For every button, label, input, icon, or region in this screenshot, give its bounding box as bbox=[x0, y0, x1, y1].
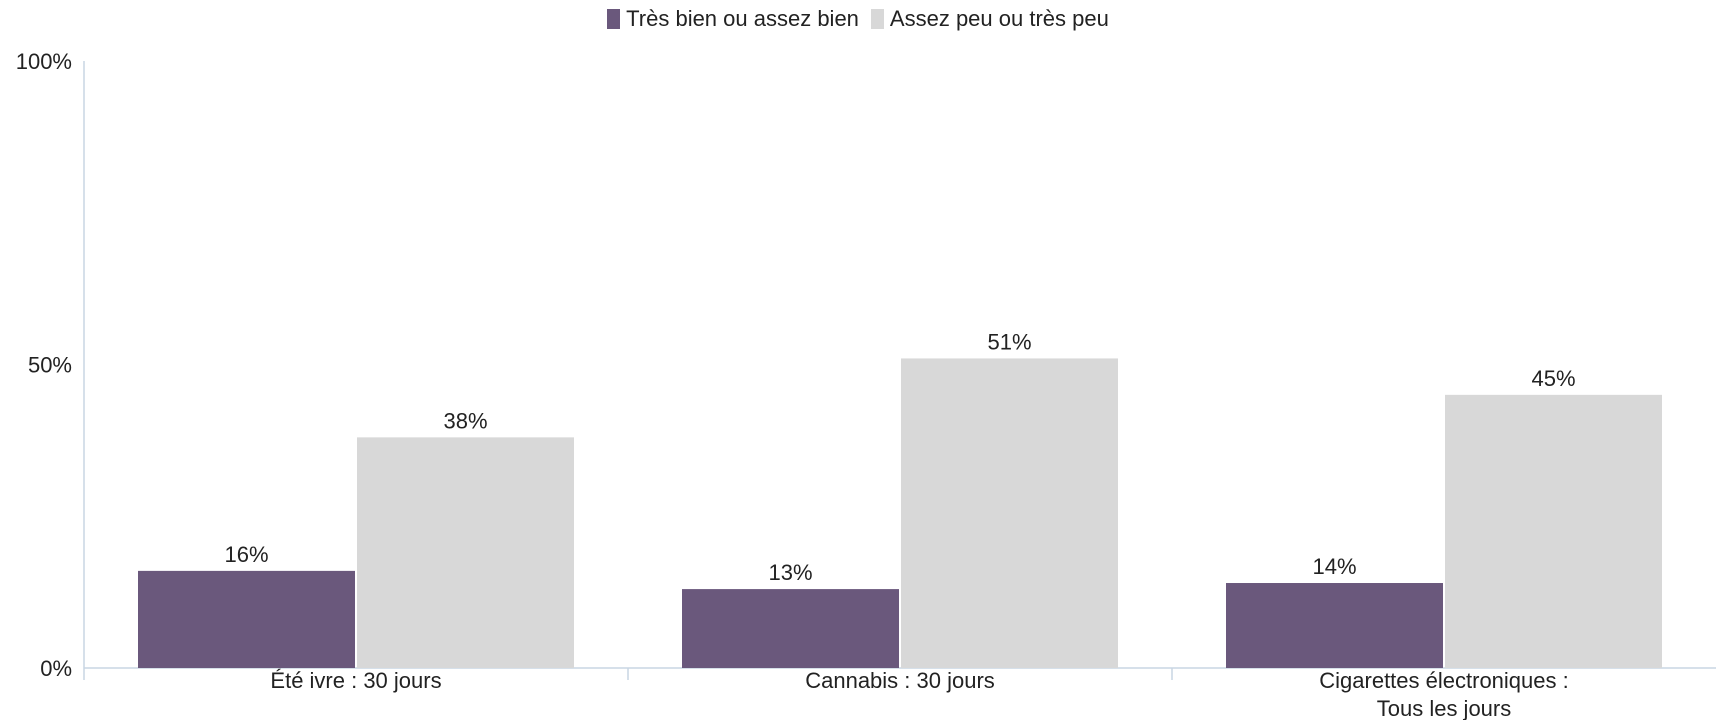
bar-series-1 bbox=[1226, 583, 1443, 668]
data-label: 13% bbox=[768, 560, 812, 585]
legend-label-series-1: Très bien ou assez bien bbox=[626, 6, 859, 31]
legend-item-series-1[interactable]: Très bien ou assez bien bbox=[607, 6, 859, 32]
data-label: 38% bbox=[443, 408, 487, 433]
data-label: 45% bbox=[1531, 366, 1575, 391]
legend-swatch-series-2 bbox=[870, 9, 884, 29]
bar-series-1 bbox=[682, 589, 899, 668]
bar-series-2 bbox=[1445, 394, 1662, 668]
legend-label-series-2: Assez peu ou très peu bbox=[889, 6, 1109, 31]
data-label: 14% bbox=[1312, 554, 1356, 579]
bar-series-2 bbox=[357, 437, 574, 668]
y-tick-label: 100% bbox=[16, 49, 72, 74]
x-tick-label: Cannabis : 30 jours bbox=[805, 668, 995, 693]
y-tick-label: 50% bbox=[28, 353, 72, 378]
y-tick-label: 0% bbox=[40, 656, 72, 681]
legend-item-series-2[interactable]: Assez peu ou très peu bbox=[870, 6, 1109, 32]
chart-legend: Très bien ou assez bien Assez peu ou trè… bbox=[0, 6, 1716, 32]
x-tick-label: Été ivre : 30 jours bbox=[270, 668, 441, 693]
bar-series-2 bbox=[901, 358, 1118, 668]
data-label: 51% bbox=[987, 329, 1031, 354]
x-tick-label: Tous les jours bbox=[1377, 696, 1512, 720]
legend-swatch-series-1 bbox=[607, 9, 621, 29]
x-tick-label: Cigarettes électroniques : bbox=[1319, 668, 1568, 693]
data-label: 16% bbox=[224, 542, 268, 567]
bar-series-1 bbox=[138, 570, 355, 668]
